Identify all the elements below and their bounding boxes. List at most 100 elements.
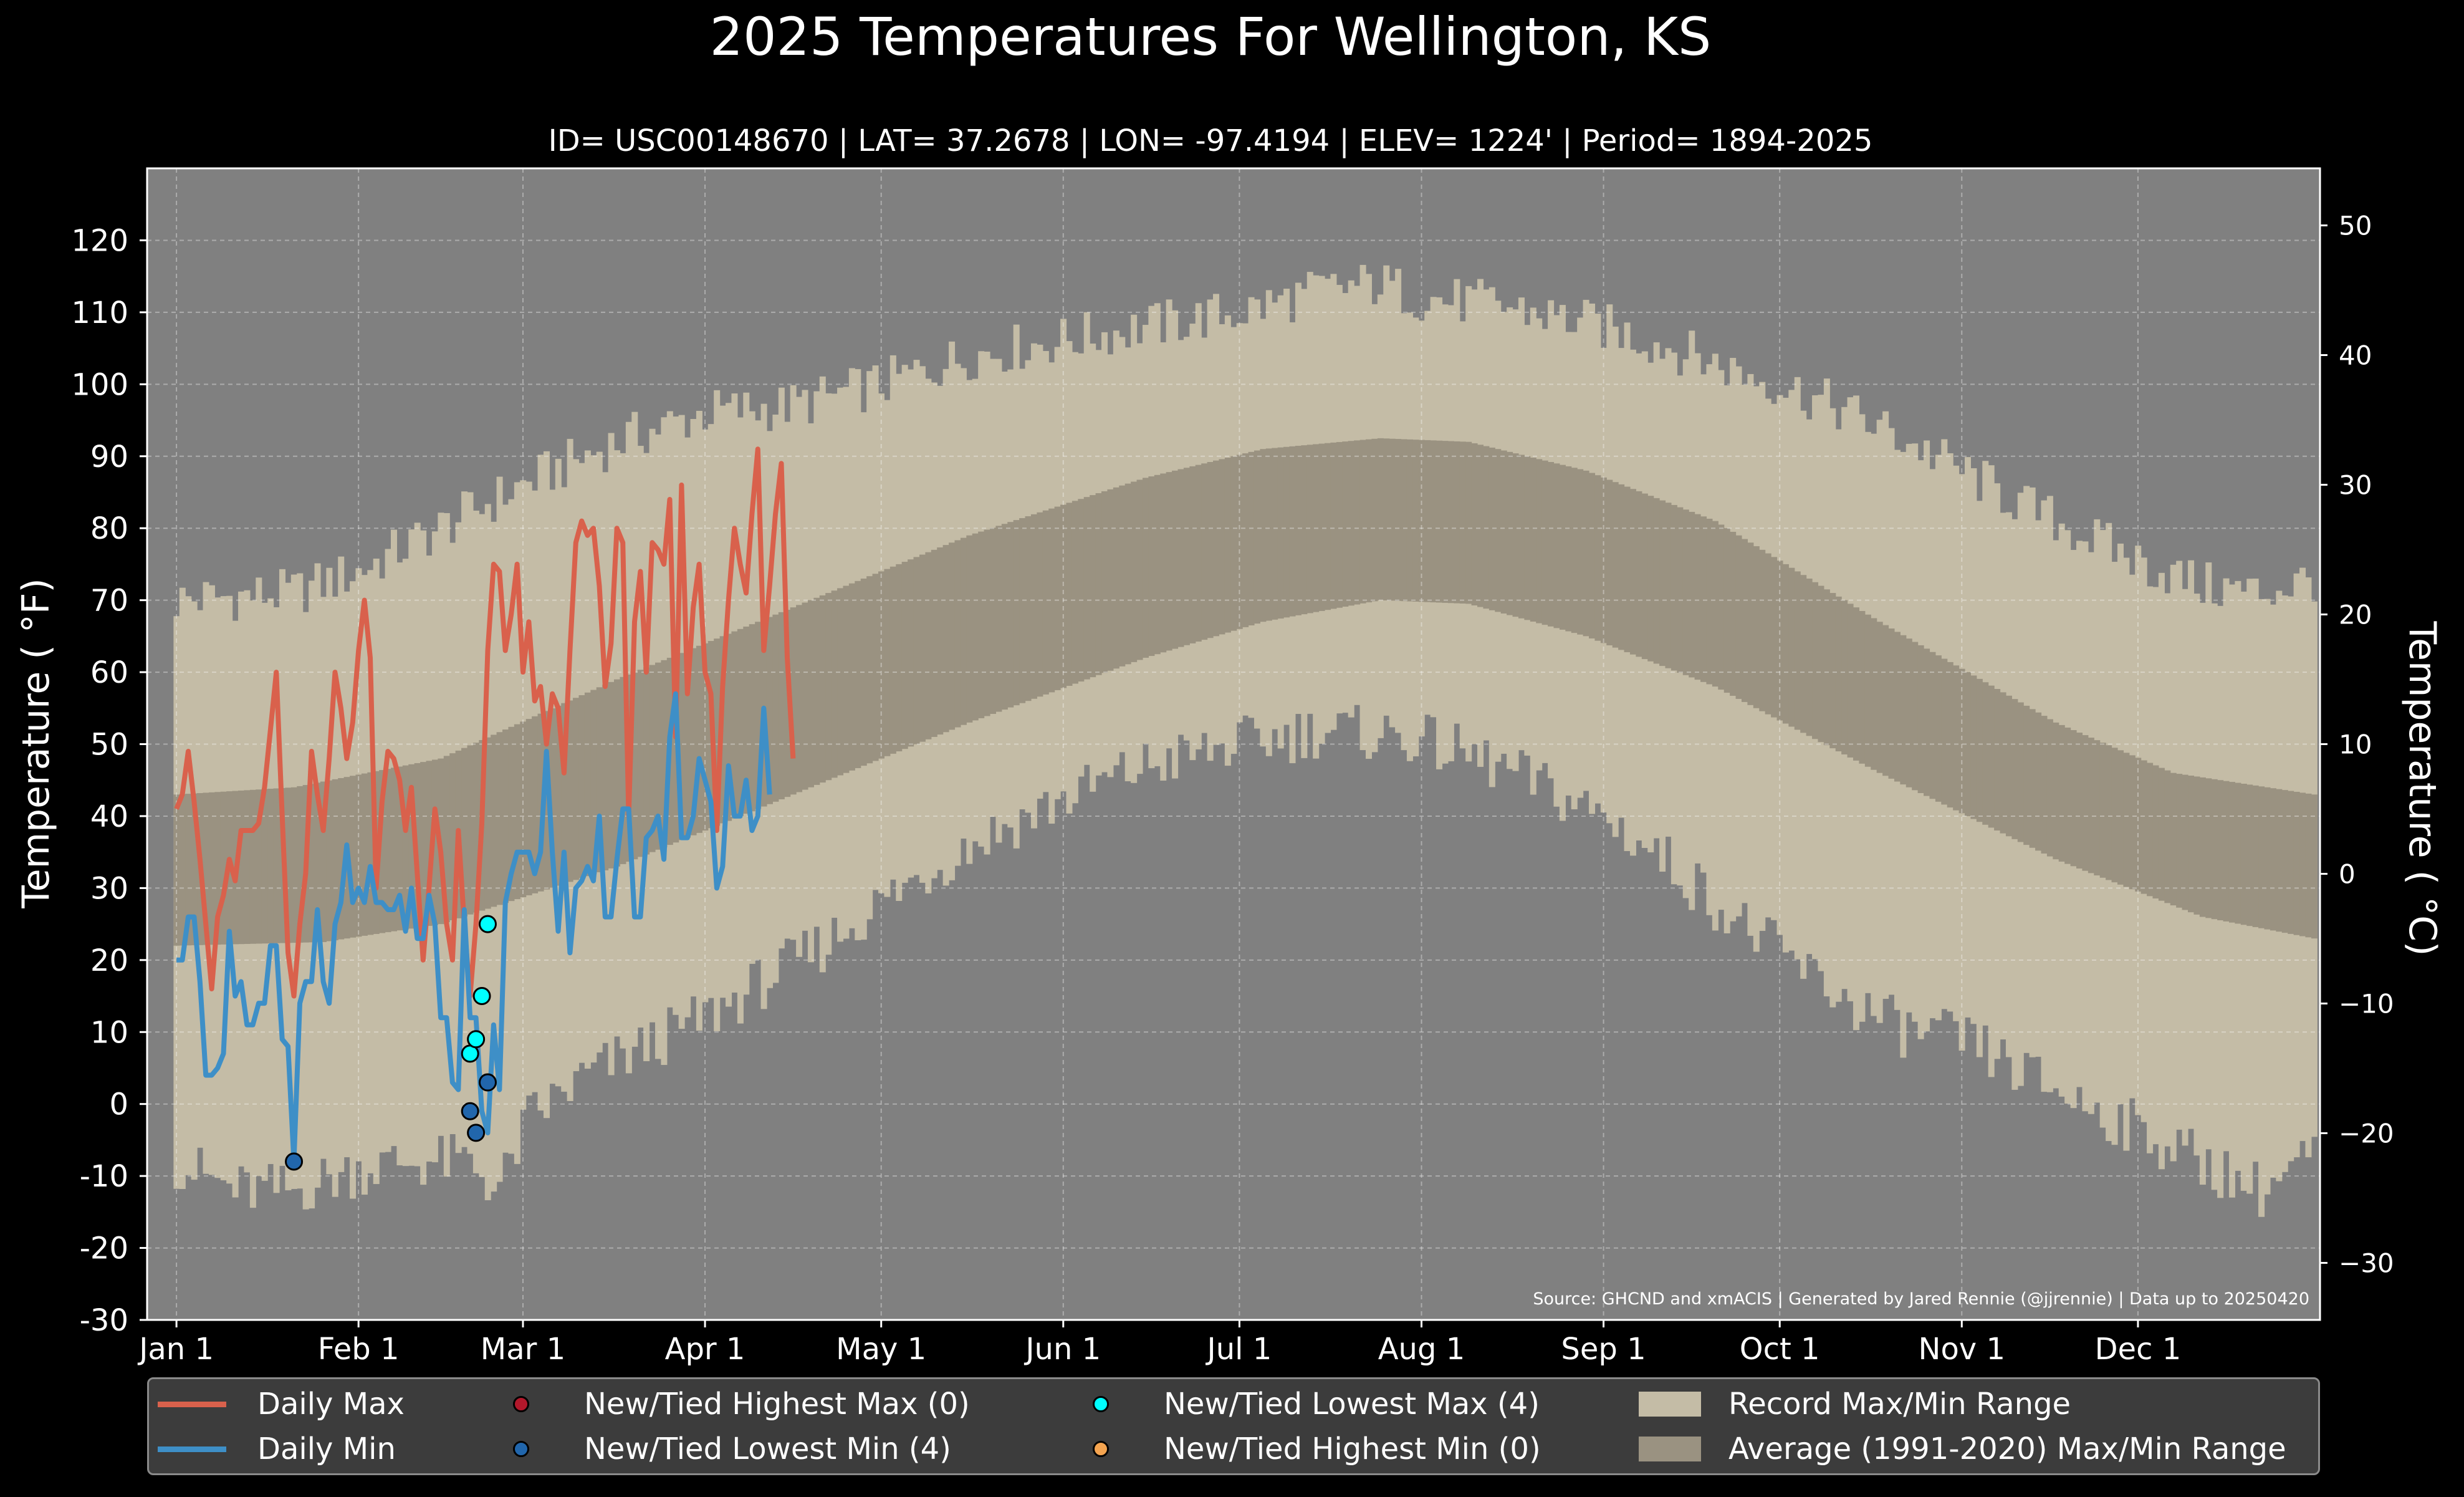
legend-new-lowest-min: New/Tied Lowest Min (4): [486, 1430, 951, 1468]
normal-range-bar: [2029, 709, 2036, 848]
legend-marker-swatch: [513, 1441, 529, 1457]
normal-range-bar: [772, 614, 779, 802]
y-tick-label-right: −30: [2339, 1248, 2394, 1278]
normal-range-bar: [173, 794, 180, 946]
normal-range-bar: [1507, 451, 1513, 615]
normal-range-bar: [1371, 438, 1378, 602]
normal-range-bar: [1565, 466, 1572, 632]
normal-range-bar: [1172, 470, 1179, 649]
normal-range-bar: [1389, 438, 1396, 601]
normal-range-bar: [1818, 585, 1824, 743]
daily-max-line: [174, 446, 796, 999]
normal-range-bar: [1195, 465, 1202, 642]
normal-range-bar: [2082, 735, 2089, 871]
y-tick-label-left: 110: [71, 296, 128, 330]
legend-record-range: Record Max/Min Range: [1639, 1385, 2071, 1423]
normal-range-bar: [1612, 482, 1619, 648]
normal-range-bar: [2094, 740, 2101, 876]
normal-range-bar: [602, 685, 609, 870]
normal-range-bar: [884, 569, 891, 756]
normal-range-bar: [2035, 712, 2042, 851]
normal-range-bar: [1530, 458, 1536, 622]
y-tick-label-left: 90: [90, 440, 128, 474]
normal-range-bar: [1577, 469, 1584, 635]
normal-range-bar: [1970, 675, 1977, 819]
y-tick-label-left: 40: [90, 799, 128, 834]
y-tick-label-left: 120: [71, 223, 128, 258]
y-tick-label-left: 30: [90, 871, 128, 906]
normal-range-bar: [1771, 557, 1778, 718]
legend-patch-swatch: [1639, 1437, 1701, 1461]
normal-range-bar: [314, 782, 321, 943]
normal-range-bar: [872, 574, 879, 761]
normal-range-bar: [1641, 493, 1648, 660]
normal-range-bar: [1606, 479, 1613, 646]
normal-range-bar: [426, 761, 433, 926]
normal-range-bar: [1254, 450, 1260, 624]
normal-range-bar: [1066, 503, 1073, 686]
normal-range-bar: [1471, 443, 1478, 605]
legend-label: New/Tied Highest Max (0): [584, 1387, 970, 1422]
normal-range-bar: [942, 545, 949, 733]
normal-range-bar: [1236, 455, 1243, 629]
normal-range-bar: [1812, 582, 1819, 739]
normal-range-bar: [1230, 456, 1237, 631]
normal-range-bar: [1553, 463, 1560, 628]
normal-range-bar: [1871, 618, 1877, 770]
normal-range-bar: [749, 624, 755, 812]
normal-range-bar: [2046, 719, 2053, 857]
normal-range-bar: [249, 789, 256, 944]
normal-range-bar: [690, 648, 697, 835]
normal-range-bar: [1101, 491, 1108, 673]
normal-range-bar: [1430, 440, 1437, 603]
new-lowest-min-marker: [478, 1073, 497, 1092]
normal-range-bar: [1888, 628, 1895, 779]
normal-range-bar: [755, 622, 762, 809]
normal-range-bar: [2152, 765, 2159, 898]
normal-range-bar: [1947, 662, 1953, 808]
normal-range-bar: [1694, 514, 1701, 680]
normal-range-bar: [737, 628, 744, 816]
normal-range-bar: [573, 698, 580, 880]
normal-range-bar: [813, 597, 820, 785]
normal-range-bar: [1030, 514, 1037, 699]
normal-range-bar: [1265, 448, 1272, 621]
normal-range-bar: [1488, 447, 1495, 610]
legend: Daily Max Daily Min New/Tied Highest Max…: [147, 1377, 2320, 1475]
chart-subtitle: ID= USC00148670 | LAT= 37.2678 | LON= -9…: [549, 123, 1873, 158]
normal-range-bar: [2211, 779, 2218, 920]
normal-range-bar: [802, 602, 808, 790]
normal-range-bar: [220, 791, 227, 945]
normal-range-bar: [2111, 748, 2118, 883]
normal-range-bar: [966, 535, 973, 723]
normal-range-bar: [561, 703, 568, 884]
normal-range-bar: [320, 781, 327, 942]
normal-range-bar: [1154, 474, 1161, 655]
normal-range-bar: [355, 774, 362, 937]
normal-range-bar: [273, 788, 280, 943]
normal-range-bar: [1794, 571, 1801, 730]
normal-range-bar: [214, 792, 221, 945]
normal-range-bar: [631, 672, 638, 860]
normal-range-bar: [578, 695, 585, 878]
normal-range-bar: [1730, 531, 1737, 696]
normal-range-bar: [2147, 763, 2154, 897]
normal-range-bar: [2258, 786, 2265, 928]
normal-range-bar: [1177, 469, 1184, 647]
normal-range-bar: [1001, 524, 1008, 710]
normal-range-bar: [496, 732, 503, 905]
normal-range-bar: [1829, 593, 1836, 749]
new-lowest-min-marker: [467, 1124, 486, 1142]
normal-range-bar: [1454, 441, 1460, 604]
normal-range-bar: [1653, 498, 1660, 664]
new-lowest-min-marker: [285, 1152, 304, 1171]
y-tick-label-left: -10: [80, 1159, 128, 1194]
normal-range-bar: [2129, 755, 2136, 890]
normal-range-bar: [1083, 497, 1090, 680]
normal-range-bar: [831, 590, 838, 778]
normal-range-bar: [1124, 483, 1131, 665]
normal-range-bar: [2099, 743, 2106, 878]
legend-label: New/Tied Lowest Max (4): [1164, 1387, 1540, 1422]
normal-range-bar: [420, 762, 427, 927]
legend-label: Daily Max: [257, 1387, 405, 1422]
